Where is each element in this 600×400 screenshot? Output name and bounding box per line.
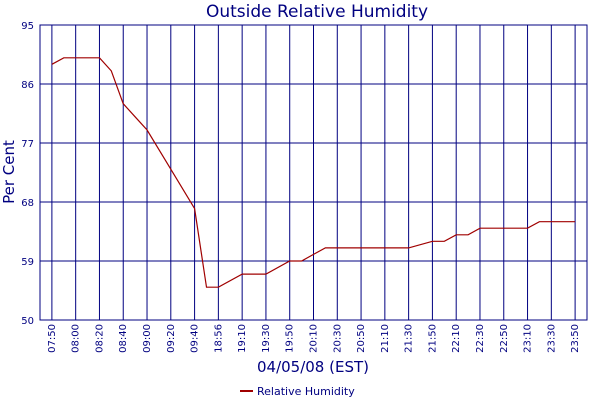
x-tick-label: 22:50 <box>499 324 510 353</box>
x-tick-label: 08:40 <box>118 324 129 353</box>
y-tick-label: 86 <box>21 80 34 91</box>
x-tick-label: 09:00 <box>142 324 153 353</box>
x-tick-label: 07:50 <box>47 324 58 353</box>
x-tick-label: 22:30 <box>475 324 486 353</box>
chart-title: Outside Relative Humidity <box>206 2 428 22</box>
x-tick-label: 20:50 <box>356 324 367 353</box>
x-tick-label: 08:20 <box>94 324 105 353</box>
x-tick-label: 21:10 <box>380 324 391 353</box>
y-tick-label: 59 <box>21 257 34 268</box>
series-line-relative-humidity <box>51 57 576 288</box>
gridlines <box>40 24 587 321</box>
x-tick-label: 20:10 <box>309 324 320 353</box>
x-tick-label: 09:40 <box>190 324 201 353</box>
x-tick-label: 18:56 <box>213 324 224 353</box>
legend-label-relative-humidity: Relative Humidity <box>257 385 355 398</box>
x-tick-label: 19:10 <box>237 324 248 353</box>
x-tick-label: 23:30 <box>546 324 557 353</box>
x-tick-label: 19:30 <box>261 324 272 353</box>
x-axis-label: 04/05/08 (EST) <box>257 358 369 376</box>
x-tick-label: 21:50 <box>427 324 438 353</box>
x-tick-label: 23:50 <box>570 324 581 353</box>
x-tick-label: 21:30 <box>404 324 415 353</box>
y-tick-label: 77 <box>21 139 34 150</box>
x-tick-label: 08:00 <box>71 324 82 353</box>
y-tick-labels: 50 59 68 77 86 95 <box>21 21 34 327</box>
legend: Relative Humidity <box>240 385 355 398</box>
plot-area-frame <box>39 24 588 321</box>
x-tick-label: 23:10 <box>523 324 534 353</box>
y-tick-label: 68 <box>21 198 34 209</box>
y-axis-label: Per Cent <box>0 140 18 204</box>
x-tick-label: 22:10 <box>451 324 462 353</box>
x-tick-label: 20:30 <box>332 324 343 353</box>
y-tick-label: 95 <box>21 21 34 32</box>
x-tick-labels: 07:50 08:00 08:20 08:40 09:00 09:20 09:40 18:56… <box>47 324 581 353</box>
series-layer <box>51 57 576 288</box>
y-tick-label: 50 <box>21 316 34 327</box>
x-tick-label: 09:20 <box>166 324 177 353</box>
x-tick-label: 19:50 <box>285 324 296 353</box>
